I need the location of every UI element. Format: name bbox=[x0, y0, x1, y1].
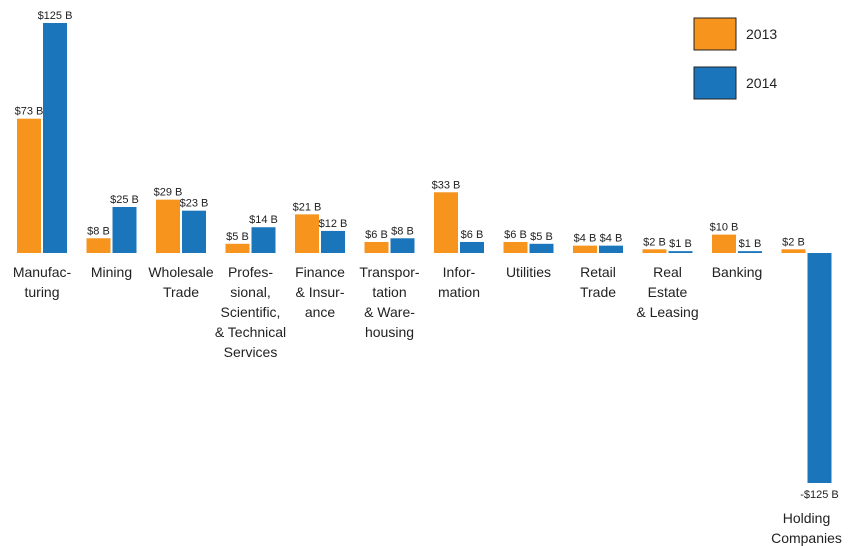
value-label-2013-1: $8 B bbox=[87, 225, 110, 237]
bar-2013-1 bbox=[86, 238, 111, 253]
value-label-2013-7: $6 B bbox=[504, 229, 527, 241]
category-label-10: Banking bbox=[712, 264, 763, 280]
value-label-2014-7: $5 B bbox=[530, 231, 553, 243]
value-label-2014-11: -$125 B bbox=[800, 489, 839, 501]
value-label-2014-9: $1 B bbox=[669, 238, 692, 250]
category-label-11: Holding Companies bbox=[771, 510, 842, 546]
bar-2013-6 bbox=[434, 192, 458, 253]
legend-swatch-2014 bbox=[693, 66, 737, 100]
bar-2014-4 bbox=[321, 230, 345, 253]
bar-2014-1 bbox=[112, 207, 137, 253]
bar-2014-2 bbox=[182, 210, 206, 253]
category-label-0: Manufac-turing bbox=[13, 264, 72, 300]
bar-2014-9 bbox=[668, 251, 693, 253]
bar-2013-5 bbox=[364, 241, 389, 253]
value-label-2013-8: $4 B bbox=[574, 233, 597, 245]
bar-2013-8 bbox=[573, 245, 597, 253]
value-label-2014-0: $125 B bbox=[38, 10, 73, 22]
category-label-5: Transpor-tation & Ware-housing bbox=[359, 264, 420, 340]
bar-2013-11 bbox=[781, 249, 806, 253]
bar-2013-7 bbox=[503, 241, 528, 253]
value-label-2014-10: $1 B bbox=[739, 238, 762, 250]
value-label-2013-4: $21 B bbox=[293, 201, 322, 213]
value-labels-group: $73 B$125 B$8 B$25 B$29 B$23 B$5 B$14 B$… bbox=[15, 10, 839, 501]
category-label-3: Profes-sional, Scientific, & Technical Serv… bbox=[215, 264, 286, 360]
bar-2013-2 bbox=[156, 199, 180, 253]
category-label-2: Wholesale Trade bbox=[148, 264, 214, 300]
legend: 2013 2014 bbox=[693, 17, 777, 100]
bar-2014-5 bbox=[390, 238, 415, 253]
bar-2013-3 bbox=[225, 243, 250, 253]
value-label-2013-6: $33 B bbox=[432, 179, 461, 191]
value-label-2014-1: $25 B bbox=[110, 194, 139, 206]
legend-label-2013: 2013 bbox=[746, 26, 777, 42]
bar-2013-10 bbox=[712, 234, 736, 253]
bars-group bbox=[17, 23, 832, 483]
value-label-2014-2: $23 B bbox=[180, 198, 209, 210]
value-label-2013-11: $2 B bbox=[782, 236, 805, 248]
value-label-2013-9: $2 B bbox=[643, 236, 666, 248]
category-label-1: Mining bbox=[91, 264, 132, 280]
value-label-2013-0: $73 B bbox=[15, 106, 44, 118]
bar-2014-7 bbox=[529, 243, 554, 253]
value-label-2013-2: $29 B bbox=[154, 187, 183, 199]
category-label-9: Real Estate & Leasing bbox=[636, 264, 698, 320]
category-label-8: Retail Trade bbox=[580, 264, 616, 300]
value-label-2013-10: $10 B bbox=[710, 222, 739, 234]
value-label-2014-8: $4 B bbox=[600, 233, 623, 245]
value-label-2014-4: $12 B bbox=[319, 218, 348, 230]
bar-2014-3 bbox=[251, 227, 276, 253]
legend-label-2014: 2014 bbox=[746, 75, 777, 91]
bar-2014-11 bbox=[807, 253, 832, 483]
bar-2014-8 bbox=[599, 245, 623, 253]
value-label-2014-3: $14 B bbox=[249, 214, 278, 226]
value-label-2013-5: $6 B bbox=[365, 229, 388, 241]
category-label-6: Infor-mation bbox=[438, 264, 480, 300]
bar-2014-0 bbox=[43, 23, 67, 253]
category-label-4: Finance & Insur-ance bbox=[295, 264, 345, 320]
legend-swatch-2013 bbox=[693, 17, 737, 51]
bar-2014-6 bbox=[460, 241, 484, 253]
bar-2014-10 bbox=[738, 251, 762, 253]
bar-2013-0 bbox=[17, 118, 41, 254]
value-label-2014-6: $6 B bbox=[461, 229, 484, 241]
value-label-2013-3: $5 B bbox=[226, 231, 249, 243]
bar-2013-9 bbox=[642, 249, 667, 253]
value-label-2014-5: $8 B bbox=[391, 225, 414, 237]
category-labels-group: Manufac-turing Mining Wholesale TradeProfes… bbox=[13, 264, 842, 546]
category-label-7: Utilities bbox=[506, 264, 551, 280]
bar-2013-4 bbox=[295, 214, 319, 253]
